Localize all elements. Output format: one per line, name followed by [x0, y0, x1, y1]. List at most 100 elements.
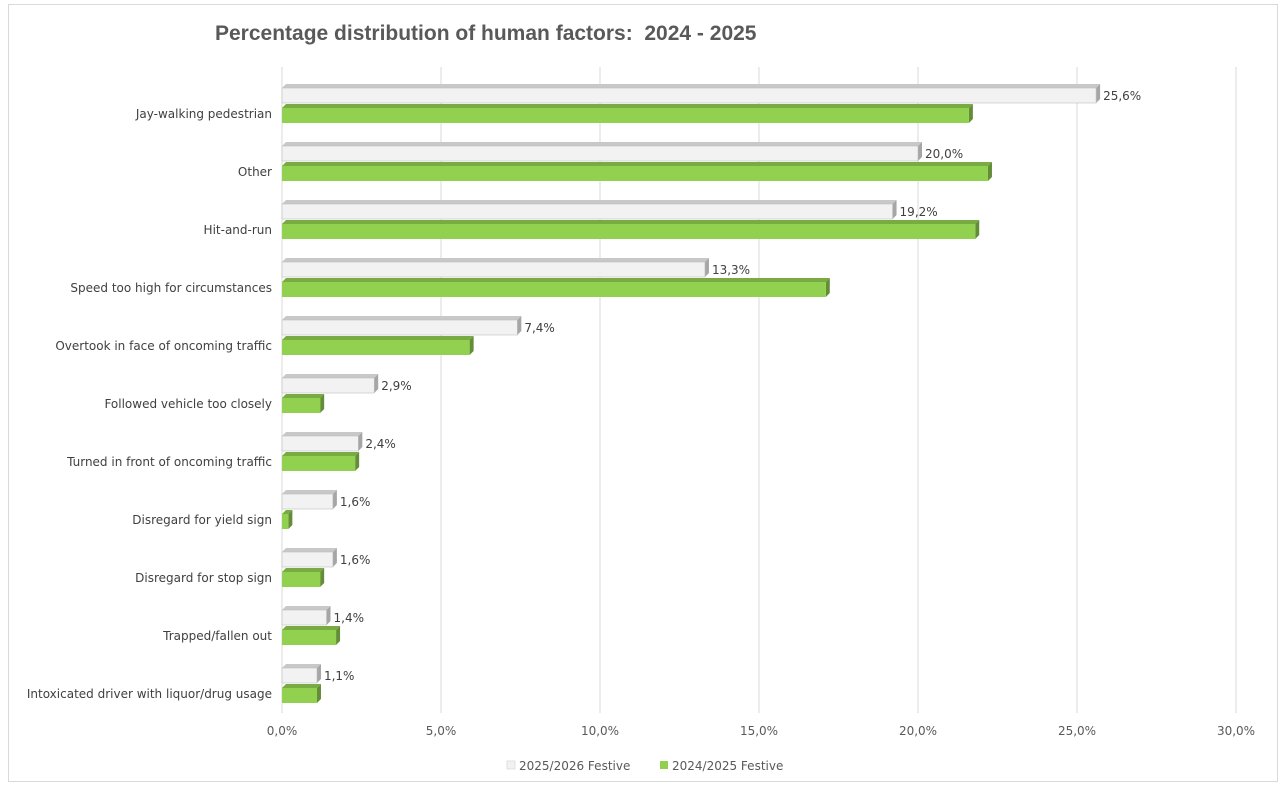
bar-top-face — [282, 142, 922, 146]
bar-front-face — [282, 398, 321, 413]
category-label: Speed too high for circumstances — [70, 281, 272, 295]
bar-top-face — [282, 548, 337, 552]
bar — [282, 684, 321, 703]
data-label: 1,6% — [340, 553, 371, 567]
bar — [281, 606, 331, 626]
bar — [282, 394, 325, 413]
bar — [282, 568, 325, 587]
bar-side-face — [1096, 84, 1101, 103]
bar-front-face — [282, 572, 321, 587]
data-label: 2,9% — [381, 379, 412, 393]
x-tick-label: 25,0% — [1058, 724, 1096, 738]
bar-side-face — [358, 432, 363, 451]
bar-side-face — [968, 104, 973, 123]
bar — [281, 490, 337, 510]
bar-top-face — [282, 104, 973, 108]
bar-top-face — [282, 664, 321, 668]
x-tick-label: 0,0% — [267, 724, 298, 738]
bar — [281, 664, 321, 684]
bar-top-face — [282, 200, 897, 204]
bar-side-face — [288, 510, 293, 529]
bar-front-face — [281, 609, 327, 626]
bar — [281, 548, 337, 568]
bar-side-face — [336, 626, 341, 645]
bar — [282, 162, 992, 181]
bar-top-face — [282, 84, 1101, 88]
bar — [281, 432, 363, 452]
bar-front-face — [282, 166, 988, 181]
category-label: Followed vehicle too closely — [104, 397, 272, 411]
bar-front-face — [281, 319, 518, 336]
bars — [281, 84, 1101, 703]
bar-front-face — [281, 203, 893, 220]
chart: Percentage distribution of human factors… — [27, 22, 1255, 773]
bar — [281, 84, 1101, 104]
bar-front-face — [282, 282, 826, 297]
bar-front-face — [282, 340, 470, 355]
data-label: 13,3% — [712, 263, 750, 277]
bar-side-face — [332, 548, 337, 567]
bar-top-face — [282, 374, 379, 378]
legend-swatch — [506, 760, 516, 770]
bar-front-face — [282, 456, 356, 471]
bar-side-face — [892, 200, 897, 219]
bar-side-face — [918, 142, 922, 161]
data-label: 7,4% — [524, 321, 555, 335]
bar-top-face — [282, 490, 337, 494]
bar-side-face — [316, 664, 321, 683]
bar-side-face — [316, 684, 321, 703]
bar-side-face — [517, 316, 522, 335]
bar-top-face — [282, 684, 321, 688]
bar-top-face — [282, 452, 360, 456]
bar — [282, 336, 474, 355]
bar-top-face — [282, 220, 980, 224]
bar-side-face — [332, 490, 337, 509]
chart-frame: Percentage distribution of human factors… — [8, 4, 1278, 782]
x-tick-label: 15,0% — [740, 724, 778, 738]
bar — [282, 510, 293, 529]
bar-side-face — [374, 374, 379, 393]
bar — [282, 220, 980, 239]
bar-top-face — [282, 162, 992, 166]
bar — [282, 278, 830, 297]
bar-front-face — [281, 261, 706, 278]
bar-front-face — [282, 224, 976, 239]
data-label: 20,0% — [925, 147, 963, 161]
category-label: Trapped/fallen out — [162, 629, 272, 643]
bar — [281, 316, 522, 336]
bar-top-face — [282, 510, 293, 514]
data-label: 1,1% — [324, 669, 355, 683]
bar-side-face — [320, 568, 325, 587]
category-label: Other — [238, 165, 272, 179]
category-label: Jay-walking pedestrian — [135, 107, 272, 121]
bar-top-face — [282, 626, 341, 630]
bar-top-face — [282, 394, 325, 398]
bar — [281, 142, 922, 162]
bar-top-face — [282, 432, 363, 436]
bar-front-face — [281, 493, 334, 510]
bar-front-face — [281, 377, 375, 394]
bar-front-face — [281, 551, 334, 568]
labels: 0,0% 5,0% 10,0% 15,0% 20,0% 25,0% 30,0% Jay-wal… — [27, 89, 1255, 738]
bar-front-face — [282, 688, 317, 703]
bar-top-face — [282, 606, 331, 610]
category-label: Intoxicated driver with liquor/drug usag… — [27, 687, 272, 701]
bar-top-face — [282, 316, 522, 320]
bar-front-face — [281, 87, 1097, 104]
bar-front-face — [281, 435, 359, 452]
bar-side-face — [355, 452, 360, 471]
bar-side-face — [825, 278, 830, 297]
bar — [281, 374, 379, 394]
legend-label: 2025/2026 Festive — [519, 759, 630, 773]
bar-top-face — [282, 568, 325, 572]
bar-side-face — [704, 258, 709, 277]
bar-side-face — [975, 220, 980, 239]
bar — [281, 200, 897, 220]
legend: 2025/2026 Festive 2024/2025 Festive — [506, 759, 783, 773]
bar-side-face — [326, 606, 331, 625]
category-label: Hit-and-run — [204, 223, 272, 237]
data-label: 25,6% — [1103, 89, 1141, 103]
category-label: Disregard for stop sign — [135, 571, 272, 585]
x-tick-label: 20,0% — [899, 724, 937, 738]
x-tick-label: 30,0% — [1217, 724, 1255, 738]
